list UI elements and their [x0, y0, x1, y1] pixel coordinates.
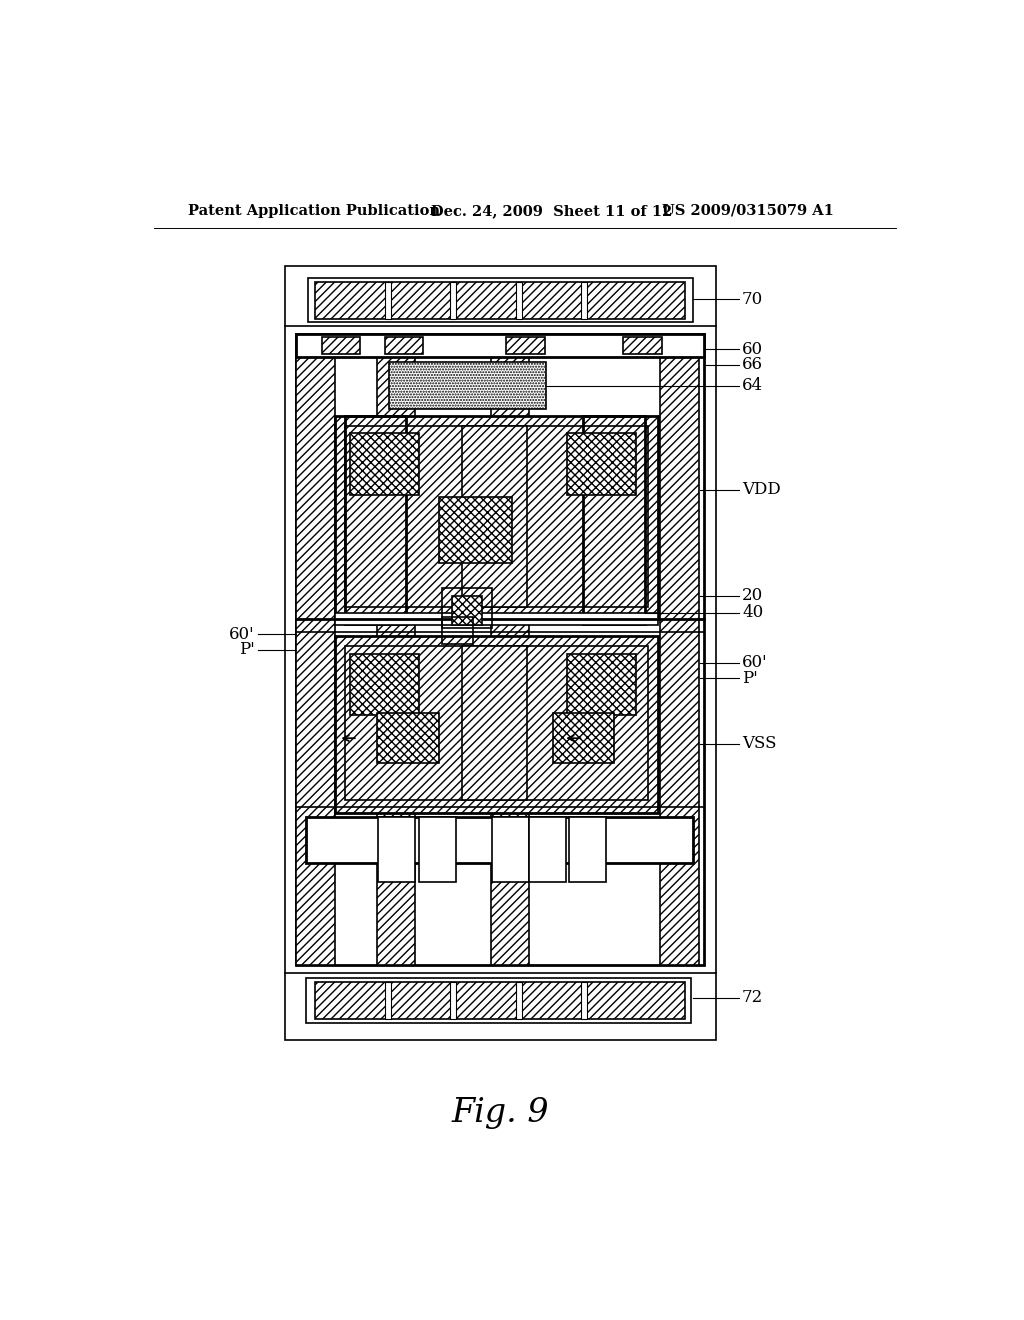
Bar [307, 277, 692, 322]
Bar [306, 817, 692, 863]
Bar [581, 281, 587, 318]
Bar [567, 433, 637, 495]
Text: 40: 40 [742, 605, 763, 622]
Bar [296, 358, 335, 965]
Text: P': P' [239, 642, 255, 659]
Bar [377, 358, 416, 965]
Bar [419, 817, 457, 882]
Bar [438, 498, 512, 562]
Bar [378, 817, 415, 882]
Bar [315, 982, 685, 1019]
Bar [306, 978, 691, 1023]
Text: VDD: VDD [742, 480, 780, 498]
Bar [345, 416, 407, 624]
Text: 66: 66 [742, 356, 763, 374]
Text: 64: 64 [742, 378, 763, 395]
Text: Dec. 24, 2009  Sheet 11 of 12: Dec. 24, 2009 Sheet 11 of 12 [431, 203, 672, 218]
Text: VSS: VSS [742, 735, 776, 752]
Text: 20: 20 [742, 587, 763, 605]
Bar [451, 281, 457, 318]
Bar [442, 616, 473, 644]
Bar [515, 281, 521, 318]
Bar [385, 982, 391, 1019]
Bar [285, 267, 716, 1040]
Bar [567, 653, 637, 715]
Text: 60: 60 [742, 341, 763, 358]
Bar [350, 653, 419, 715]
Text: 60': 60' [229, 626, 255, 643]
Bar [350, 433, 419, 495]
Bar [581, 982, 587, 1019]
Bar [490, 358, 529, 965]
Bar [462, 426, 527, 607]
Bar [451, 982, 457, 1019]
Bar [492, 817, 528, 882]
Bar [553, 713, 614, 763]
Text: P': P' [742, 669, 758, 686]
Bar [568, 817, 605, 882]
Bar [515, 982, 521, 1019]
Text: 70: 70 [742, 290, 763, 308]
Text: Patent Application Publication: Patent Application Publication [188, 203, 440, 218]
Bar [584, 416, 645, 624]
Bar [322, 337, 360, 354]
Bar [442, 589, 493, 628]
Bar [335, 636, 658, 813]
Bar [296, 334, 705, 965]
Text: Fig. 9: Fig. 9 [452, 1097, 549, 1129]
Bar [296, 334, 705, 358]
Bar [529, 817, 566, 882]
Bar [624, 337, 662, 354]
Bar [315, 281, 685, 318]
Bar [388, 363, 547, 409]
Bar [377, 713, 438, 763]
Bar [335, 416, 658, 616]
Bar [335, 612, 658, 626]
Text: 72: 72 [742, 989, 763, 1006]
Bar [385, 281, 391, 318]
Bar [453, 595, 481, 626]
Bar [345, 426, 648, 607]
Text: US 2009/0315079 A1: US 2009/0315079 A1 [662, 203, 834, 218]
Text: 60': 60' [742, 655, 768, 672]
Bar [385, 337, 423, 354]
Bar [506, 337, 545, 354]
Bar [660, 358, 698, 965]
Bar [345, 645, 648, 800]
Bar [462, 645, 527, 800]
